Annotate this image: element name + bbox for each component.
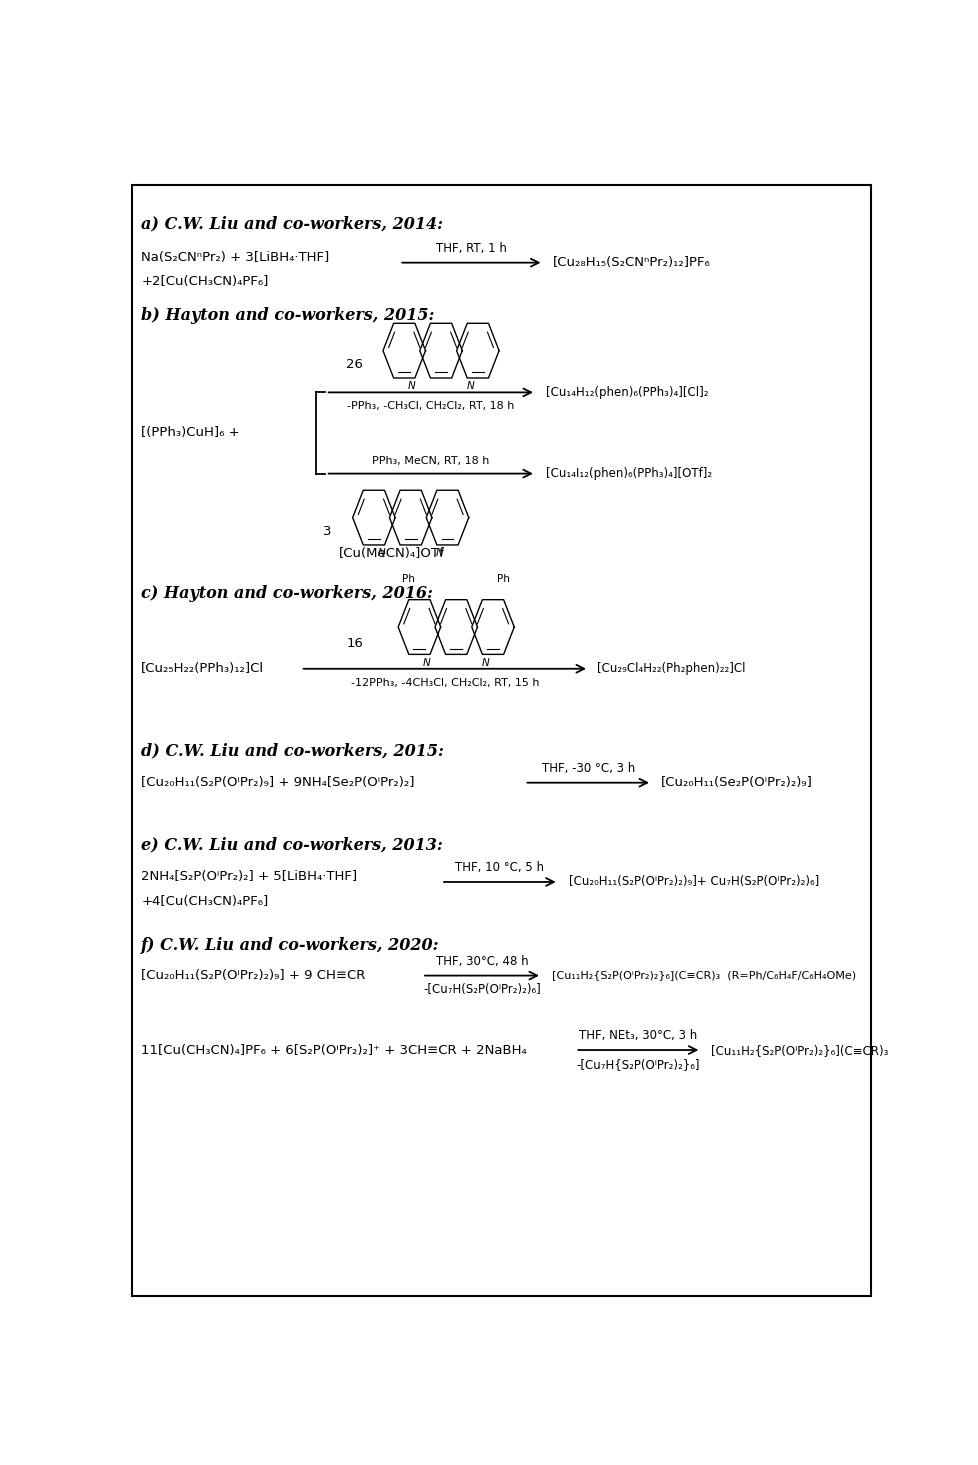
Text: N: N bbox=[467, 381, 473, 391]
Text: 11[Cu(CH₃CN)₄]PF₆ + 6[S₂P(OⁱPr₂)₂]⁺ + 3CH≡CR + 2NaBH₄: 11[Cu(CH₃CN)₄]PF₆ + 6[S₂P(OⁱPr₂)₂]⁺ + 3C… bbox=[141, 1043, 526, 1056]
Text: [Cu₂₅H₂₂(PPh₃)₁₂]Cl: [Cu₂₅H₂₂(PPh₃)₁₂]Cl bbox=[141, 662, 264, 675]
Text: THF, -30 °C, 3 h: THF, -30 °C, 3 h bbox=[541, 762, 634, 775]
Text: [Cu₁₁H₂{S₂P(OⁱPr₂)₂}₆](C≡CR)₃  (R=Ph/C₆H₄F/C₆H₄OMe): [Cu₁₁H₂{S₂P(OⁱPr₂)₂}₆](C≡CR)₃ (R=Ph/C₆H₄… bbox=[552, 971, 855, 980]
Text: 26: 26 bbox=[346, 357, 363, 371]
Text: [(PPh₃)CuH]₆ +: [(PPh₃)CuH]₆ + bbox=[141, 426, 240, 440]
Text: N: N bbox=[378, 548, 384, 558]
Text: -[Cu₇H(S₂P(OⁱPr₂)₂)₆]: -[Cu₇H(S₂P(OⁱPr₂)₂)₆] bbox=[422, 983, 540, 996]
Text: +2[Cu(CH₃CN)₄PF₆]: +2[Cu(CH₃CN)₄PF₆] bbox=[141, 275, 268, 289]
Text: PPh₃, MeCN, RT, 18 h: PPh₃, MeCN, RT, 18 h bbox=[372, 456, 489, 466]
Text: c) Hayton and co-workers, 2016:: c) Hayton and co-workers, 2016: bbox=[141, 585, 433, 602]
Text: THF, 10 °C, 5 h: THF, 10 °C, 5 h bbox=[455, 861, 544, 875]
Text: 3: 3 bbox=[323, 524, 332, 538]
Text: a) C.W. Liu and co-workers, 2014:: a) C.W. Liu and co-workers, 2014: bbox=[141, 215, 443, 233]
Text: [Cu₂₀H₁₁(S₂P(OⁱPr₂)₂)₉]+ Cu₇H(S₂P(OⁱPr₂)₂)₆]: [Cu₂₀H₁₁(S₂P(OⁱPr₂)₂)₉]+ Cu₇H(S₂P(OⁱPr₂)… bbox=[568, 876, 818, 888]
Text: f) C.W. Liu and co-workers, 2020:: f) C.W. Liu and co-workers, 2020: bbox=[141, 936, 439, 954]
Text: d) C.W. Liu and co-workers, 2015:: d) C.W. Liu and co-workers, 2015: bbox=[141, 743, 444, 760]
Text: 16: 16 bbox=[346, 637, 363, 650]
Text: [Cu₁₁H₂{S₂P(OⁱPr₂)₂}₆](C≡CR)₃: [Cu₁₁H₂{S₂P(OⁱPr₂)₂}₆](C≡CR)₃ bbox=[710, 1043, 888, 1056]
Text: [Cu(MeCN)₄]OTf: [Cu(MeCN)₄]OTf bbox=[338, 548, 444, 560]
Text: [Cu₁₄I₁₂(phen)₆(PPh₃)₄][OTf]₂: [Cu₁₄I₁₂(phen)₆(PPh₃)₄][OTf]₂ bbox=[545, 467, 711, 481]
Text: THF, RT, 1 h: THF, RT, 1 h bbox=[435, 242, 507, 255]
Text: b) Hayton and co-workers, 2015:: b) Hayton and co-workers, 2015: bbox=[141, 308, 434, 324]
Text: [Cu₂₀H₁₁(Se₂P(OⁱPr₂)₂)₉]: [Cu₂₀H₁₁(Se₂P(OⁱPr₂)₂)₉] bbox=[660, 776, 812, 790]
Text: THF, 30°C, 48 h: THF, 30°C, 48 h bbox=[435, 955, 528, 968]
Text: -PPh₃, -CH₃Cl, CH₂Cl₂, RT, 18 h: -PPh₃, -CH₃Cl, CH₂Cl₂, RT, 18 h bbox=[347, 401, 514, 412]
Text: [Cu₂₀H₁₁(S₂P(OⁱPr₂)₂)₉] + 9 CH≡CR: [Cu₂₀H₁₁(S₂P(OⁱPr₂)₂)₉] + 9 CH≡CR bbox=[141, 968, 366, 982]
Text: Ph: Ph bbox=[402, 574, 415, 585]
Text: N: N bbox=[408, 381, 415, 391]
Text: [Cu₁₄H₁₂(phen)₆(PPh₃)₄][Cl]₂: [Cu₁₄H₁₂(phen)₆(PPh₃)₄][Cl]₂ bbox=[545, 385, 707, 398]
Text: -12PPh₃, -4CH₃Cl, CH₂Cl₂, RT, 15 h: -12PPh₃, -4CH₃Cl, CH₂Cl₂, RT, 15 h bbox=[350, 678, 539, 687]
Text: [Cu₂₈H₁₅(S₂CNⁿPr₂)₁₂]PF₆: [Cu₂₈H₁₅(S₂CNⁿPr₂)₁₂]PF₆ bbox=[553, 256, 710, 270]
Text: N: N bbox=[436, 548, 443, 558]
Text: e) C.W. Liu and co-workers, 2013:: e) C.W. Liu and co-workers, 2013: bbox=[141, 837, 443, 853]
Text: [Cu₂₀H₁₁(S₂P(OⁱPr₂)₉] + 9NH₄[Se₂P(OⁱPr₂)₂]: [Cu₂₀H₁₁(S₂P(OⁱPr₂)₉] + 9NH₄[Se₂P(OⁱPr₂)… bbox=[141, 776, 415, 790]
Text: N: N bbox=[422, 658, 430, 668]
Text: 2NH₄[S₂P(OⁱPr₂)₂] + 5[LiBH₄·THF]: 2NH₄[S₂P(OⁱPr₂)₂] + 5[LiBH₄·THF] bbox=[141, 870, 357, 883]
Text: N: N bbox=[481, 658, 489, 668]
Text: +4[Cu(CH₃CN)₄PF₆]: +4[Cu(CH₃CN)₄PF₆] bbox=[141, 895, 268, 908]
Text: THF, NEt₃, 30°C, 3 h: THF, NEt₃, 30°C, 3 h bbox=[579, 1028, 696, 1042]
Text: [Cu₂₉Cl₄H₂₂(Ph₂phen)₂₂]Cl: [Cu₂₉Cl₄H₂₂(Ph₂phen)₂₂]Cl bbox=[596, 662, 744, 675]
Text: -[Cu₇H{S₂P(OⁱPr₂)₂}₆]: -[Cu₇H{S₂P(OⁱPr₂)₂}₆] bbox=[576, 1058, 699, 1071]
Text: Ph: Ph bbox=[497, 574, 510, 585]
Text: Na(S₂CNⁿPr₂) + 3[LiBH₄·THF]: Na(S₂CNⁿPr₂) + 3[LiBH₄·THF] bbox=[141, 251, 330, 264]
